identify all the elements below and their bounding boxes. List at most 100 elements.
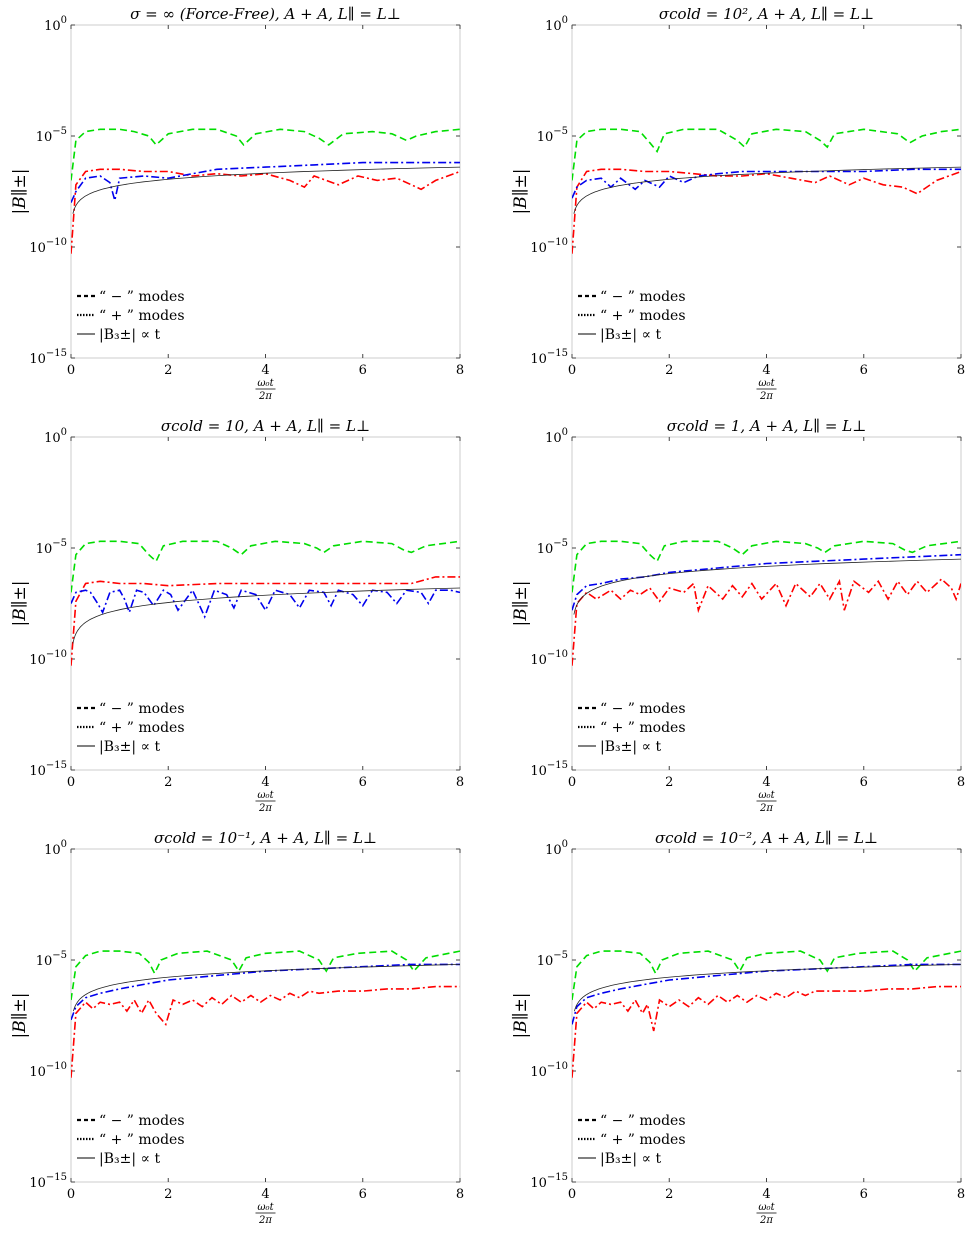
- x-label-denominator: 2π: [258, 803, 272, 814]
- x-tick-label: 4: [261, 363, 269, 378]
- chart-title: σcold = 1, A + A, L∥ = L⊥: [667, 417, 867, 435]
- legend-label: “ − ” modes: [99, 1113, 185, 1129]
- x-tick-label: 6: [359, 363, 367, 378]
- legend-label: “ − ” modes: [99, 289, 185, 305]
- chart-title: σcold = 10⁻¹, A + A, L∥ = L⊥: [154, 829, 377, 847]
- series-line-green: [572, 128, 961, 181]
- y-tick-label: 10−5: [36, 538, 67, 557]
- panel-3: σcold = 10, A + A, L∥ = L⊥ 0 2 4 6 8 10−15 10−1…: [10, 417, 464, 814]
- series-line-green: [572, 950, 961, 1001]
- legend-label: |B₃±| ∝ t: [99, 1151, 160, 1167]
- legend-label: |B₃±| ∝ t: [600, 1151, 661, 1167]
- series-line-blue: [71, 588, 460, 619]
- x-label-denominator: 2π: [759, 803, 773, 814]
- y-axis-label: |B∥±|: [10, 168, 30, 214]
- x-tick-label: 6: [860, 1187, 868, 1202]
- legend-label: “ + ” modes: [99, 308, 185, 324]
- y-axis-label: |B∥±|: [511, 168, 531, 214]
- series-line-blue: [71, 963, 460, 1021]
- x-label-numerator: ω₀t: [758, 1202, 775, 1213]
- y-tick-label: 100: [44, 427, 67, 446]
- x-tick-label: 8: [456, 1187, 464, 1202]
- series-line-green: [71, 540, 460, 593]
- y-tick-label: 10−5: [537, 126, 568, 145]
- panel-2: σcold = 10², A + A, L∥ = L⊥ 0 2 4 6 8 10−15 10−…: [511, 5, 965, 402]
- series-line-red: [71, 576, 460, 666]
- x-label-denominator: 2π: [759, 1215, 773, 1226]
- series-line-red: [71, 168, 460, 254]
- y-tick-label: 10−15: [530, 760, 568, 779]
- y-axis-label: |B∥±|: [511, 580, 531, 626]
- panel-4: σcold = 1, A + A, L∥ = L⊥ 0 2 4 6 8 10−15 10−10…: [511, 417, 965, 814]
- y-tick-label: 10−10: [29, 237, 67, 256]
- y-tick-label: 10−5: [36, 126, 67, 145]
- legend-label: “ − ” modes: [600, 701, 686, 717]
- legend: “ − ” modes “ + ” modes |B₃±| ∝ t: [578, 289, 686, 343]
- y-tick-label: 100: [545, 839, 568, 858]
- x-tick-label: 6: [860, 363, 868, 378]
- x-tick-label: 0: [67, 775, 75, 790]
- y-tick-label: 10−10: [530, 1061, 568, 1080]
- y-tick-label: 10−15: [29, 760, 67, 779]
- y-tick-label: 100: [545, 427, 568, 446]
- legend-label: |B₃±| ∝ t: [600, 739, 661, 755]
- x-tick-label: 0: [67, 1187, 75, 1202]
- series-line-black: [72, 166, 460, 214]
- y-axis-label: |B∥±|: [10, 992, 30, 1038]
- series-line-blue: [572, 963, 961, 1025]
- x-axis-label: ω₀t 2π: [756, 790, 777, 814]
- x-tick-label: 4: [762, 363, 770, 378]
- x-label-numerator: ω₀t: [257, 790, 274, 801]
- x-tick-label: 2: [665, 363, 673, 378]
- chart-title: σcold = 10, A + A, L∥ = L⊥: [161, 417, 370, 435]
- x-tick-label: 6: [359, 1187, 367, 1202]
- series-line-black: [574, 964, 961, 1012]
- x-tick-label: 0: [568, 363, 576, 378]
- x-axis-label: ω₀t 2π: [756, 378, 777, 402]
- series-line-green: [71, 128, 460, 181]
- x-label-numerator: ω₀t: [257, 1202, 274, 1213]
- legend-label: “ − ” modes: [600, 1113, 686, 1129]
- series-line-red: [572, 168, 961, 254]
- x-tick-label: 2: [164, 1187, 172, 1202]
- x-label-numerator: ω₀t: [758, 378, 775, 389]
- legend-label: “ + ” modes: [600, 1132, 686, 1148]
- x-label-numerator: ω₀t: [758, 790, 775, 801]
- x-label-numerator: ω₀t: [257, 378, 274, 389]
- x-tick-label: 6: [359, 775, 367, 790]
- series-line-black: [573, 166, 961, 214]
- chart-title: σ = ∞ (Force-Free), A + A, L∥ = L⊥: [130, 5, 401, 23]
- series-line-black: [73, 964, 460, 1012]
- x-axis-label: ω₀t 2π: [756, 1202, 777, 1226]
- y-tick-label: 10−5: [537, 538, 568, 557]
- x-axis-label: ω₀t 2π: [255, 378, 276, 402]
- x-tick-label: 8: [957, 363, 965, 378]
- x-tick-label: 6: [860, 775, 868, 790]
- x-tick-label: 0: [67, 363, 75, 378]
- y-axis-label: |B∥±|: [511, 992, 531, 1038]
- x-tick-label: 8: [957, 1187, 965, 1202]
- legend-label: “ − ” modes: [600, 289, 686, 305]
- panel-5: σcold = 10⁻¹, A + A, L∥ = L⊥ 0 2 4 6 8 10−15 10…: [10, 829, 464, 1226]
- x-tick-label: 4: [261, 775, 269, 790]
- x-tick-label: 2: [164, 775, 172, 790]
- y-tick-label: 10−5: [36, 950, 67, 969]
- series-line-blue: [572, 553, 961, 611]
- series-line-green: [71, 950, 460, 1001]
- x-axis-label: ω₀t 2π: [255, 790, 276, 814]
- y-tick-label: 10−10: [530, 237, 568, 256]
- x-tick-label: 2: [665, 775, 673, 790]
- legend-label: “ + ” modes: [600, 720, 686, 736]
- x-label-denominator: 2π: [759, 391, 773, 402]
- legend: “ − ” modes “ + ” modes |B₃±| ∝ t: [578, 701, 686, 755]
- panel-1: σ = ∞ (Force-Free), A + A, L∥ = L⊥ 0 2 4 6 8 1…: [10, 5, 464, 402]
- y-tick-label: 10−10: [530, 649, 568, 668]
- series-line-black: [573, 558, 961, 615]
- x-tick-label: 2: [164, 363, 172, 378]
- x-axis-label: ω₀t 2π: [255, 1202, 276, 1226]
- y-tick-label: 10−5: [537, 950, 568, 969]
- x-label-denominator: 2π: [258, 1215, 272, 1226]
- x-tick-label: 8: [456, 775, 464, 790]
